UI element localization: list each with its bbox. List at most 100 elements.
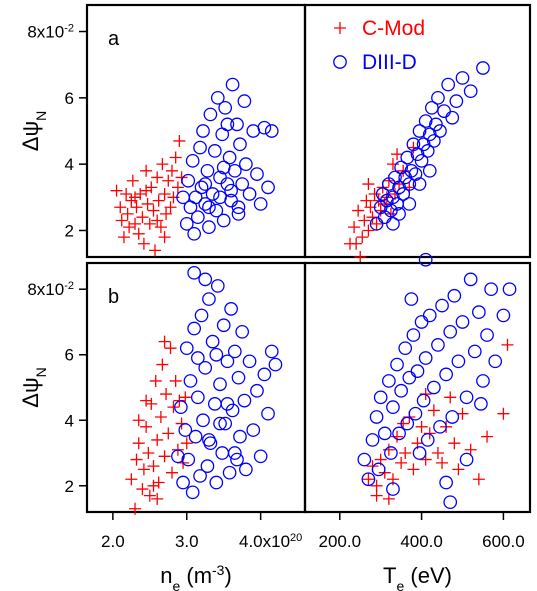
- diiid-point: [406, 137, 421, 152]
- diiid-point: [216, 160, 231, 175]
- diiid-point: [237, 94, 252, 109]
- diiid-point: [371, 462, 386, 477]
- diiid-point: [437, 104, 451, 118]
- diiid-point: [420, 144, 435, 158]
- cmod-point: [370, 479, 383, 492]
- diiid-point: [233, 137, 247, 152]
- diiid-point: [408, 167, 423, 181]
- diiid-point: [361, 472, 376, 487]
- cmod-point: [154, 410, 167, 423]
- diiid-point: [210, 90, 225, 105]
- diiid-point: [200, 163, 215, 178]
- cmod-point: [391, 148, 404, 161]
- x-tick-label: 4.0x1020: [239, 532, 302, 551]
- diiid-point: [404, 163, 419, 178]
- diiid-point: [472, 305, 486, 319]
- diiid-point: [242, 354, 257, 369]
- diiid-point: [369, 216, 384, 231]
- cmod-point: [152, 476, 165, 489]
- cmod-point: [129, 191, 142, 204]
- diiid-point: [235, 324, 250, 339]
- diiid-point: [502, 282, 517, 297]
- legend-marker-cmod: [334, 22, 346, 34]
- diiid-point: [179, 216, 194, 231]
- diiid-point: [373, 390, 388, 405]
- cmod-point: [152, 194, 165, 207]
- cmod-point: [362, 473, 375, 486]
- diiid-point: [412, 177, 427, 191]
- diiid-point: [375, 187, 390, 201]
- cmod-point: [130, 453, 143, 466]
- cmod-point: [134, 188, 147, 200]
- diiid-point: [188, 190, 203, 205]
- diiid-point: [384, 446, 398, 460]
- diiid-point: [392, 426, 406, 441]
- cmod-point: [137, 237, 150, 250]
- diiid-point: [218, 100, 233, 115]
- cmod-point: [117, 231, 130, 244]
- cmod-point: [370, 217, 383, 230]
- diiid-point: [377, 426, 392, 441]
- diiid-point: [178, 423, 193, 437]
- diiid-point: [386, 400, 400, 415]
- diiid-point: [398, 341, 413, 356]
- cmod-point: [397, 164, 410, 177]
- diiid-point: [253, 197, 268, 211]
- cmod-point: [126, 174, 139, 187]
- diiid-point: [422, 127, 437, 142]
- diiid-point: [392, 180, 406, 195]
- diiid-point: [224, 302, 238, 316]
- diiid-point: [233, 429, 247, 444]
- y-tick-label: 2: [65, 477, 74, 496]
- legend-marker-cmod-icon: [334, 22, 346, 34]
- diiid-point: [205, 187, 220, 201]
- y-tick-label: 4: [65, 411, 74, 430]
- diiid-point: [402, 197, 417, 211]
- plot-frame: [85, 3, 307, 259]
- cmod-point: [162, 174, 175, 187]
- diiid-point: [404, 292, 419, 306]
- diiid-point: [187, 226, 202, 241]
- diiid-point: [268, 357, 283, 372]
- diiid-point: [216, 318, 231, 333]
- cmod-point: [165, 164, 178, 177]
- diiid-point: [382, 374, 396, 388]
- x-axis-label: Te (eV): [383, 563, 452, 591]
- cmod-point: [368, 188, 381, 200]
- diiid-point: [463, 84, 478, 99]
- panel-b-left-plot: 2.0 3.0 4.0x1020 ne (m-3): [85, 261, 307, 591]
- diiid-point: [190, 210, 205, 225]
- cmod-point: [162, 427, 175, 440]
- diiid-point: [231, 370, 246, 385]
- cmod-point: [158, 231, 171, 244]
- cmod-point: [448, 437, 461, 450]
- diiid-point: [467, 344, 482, 359]
- diiid-point: [433, 419, 447, 434]
- diiid-point: [205, 334, 220, 349]
- diiid-point: [246, 423, 261, 437]
- cmod-point: [165, 466, 178, 479]
- diiid-point: [264, 124, 279, 138]
- cmod-point: [169, 374, 182, 387]
- cmod-point: [147, 460, 160, 473]
- cmod-point: [464, 443, 477, 456]
- cmod-point: [352, 204, 365, 217]
- cmod-point: [399, 447, 412, 460]
- cmod-point: [501, 338, 514, 351]
- diiid-point: [449, 94, 464, 109]
- legend: C-Mod DIII-D: [333, 17, 425, 74]
- panel-b-axis: 2 4 6 8x10-2 ΔψN: [18, 280, 87, 496]
- diiid-point: [264, 344, 279, 359]
- cmod-point: [164, 201, 177, 214]
- diiid-point: [447, 288, 462, 303]
- diiid-point: [174, 400, 188, 415]
- cmod-point: [407, 463, 420, 476]
- diiid-point: [187, 321, 202, 336]
- cmod-point: [171, 181, 184, 194]
- cmod-point: [147, 479, 160, 492]
- cmod-point: [143, 217, 156, 230]
- diiid-point: [410, 147, 425, 162]
- panel-b: 2.0 3.0 4.0x1020 ne (m-3) 200.0 400.0 600.0 Te…: [18, 252, 532, 591]
- diiid-point: [250, 383, 264, 398]
